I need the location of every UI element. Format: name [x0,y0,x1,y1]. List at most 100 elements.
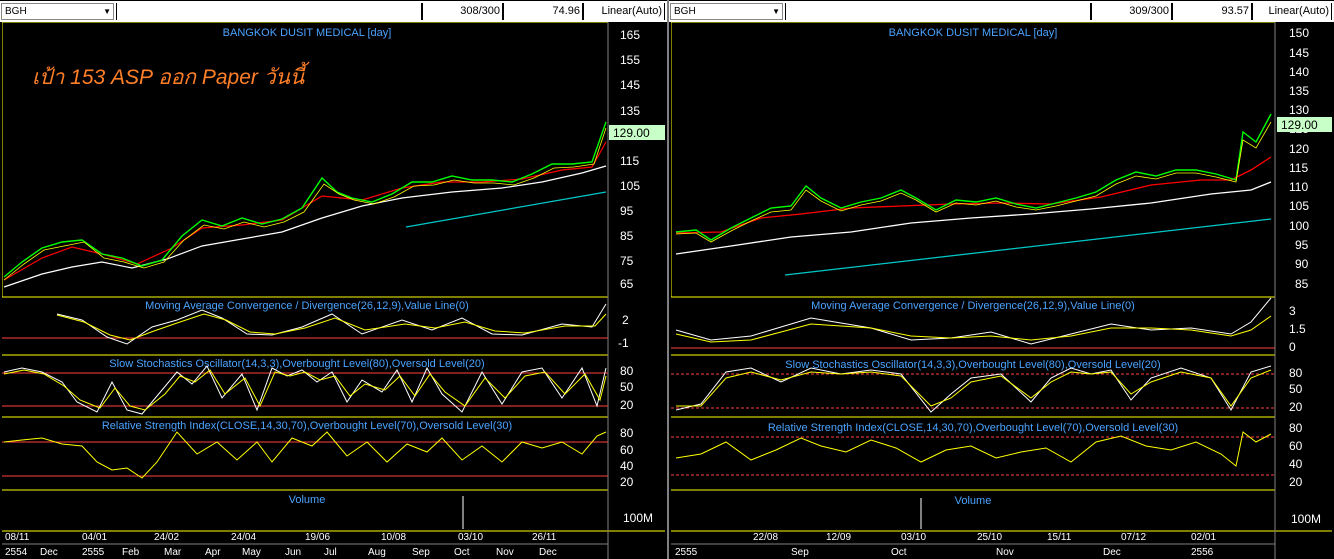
rsi-tick: 20 [620,475,634,489]
macd-title: Moving Average Convergence / Divergence(… [811,300,1135,312]
last-price-marker [609,125,665,140]
cursor-value: 93.57 [1172,3,1252,20]
date-tick: 25/10 [977,532,1002,543]
stoch-d-line [3,369,607,411]
date-tick: May [242,547,261,558]
macd-tick: 2 [622,313,629,327]
main-chart-title: BANGKOK DUSIT MEDICAL [day] [889,27,1058,39]
macd-tick: -1 [618,336,629,350]
chart-area-right[interactable]: BANGKOK DUSIT MEDICAL [day] 150 145 140 … [671,22,1332,559]
main-chart-title: BANGKOK DUSIT MEDICAL [day] [223,27,392,39]
date-tick: Dec [539,547,557,558]
chart-pane-right: BGH ▼ 309/300 93.57 Linear(Auto) BANGKOK … [669,0,1334,559]
date-tick: 2556 [1191,547,1214,558]
volume-title: Volume [955,495,992,507]
ma-long-line [675,181,1272,255]
date-tick: 12/09 [826,532,851,543]
date-tick: Jun [285,547,301,558]
last-price-label: 129.00 [1281,118,1318,132]
stoch-tick: 80 [1289,366,1303,380]
chevron-down-icon: ▼ [103,7,111,16]
macd-signal-line [56,313,607,341]
macd-signal-line [675,315,1272,343]
date-tick: Sep [412,547,430,558]
symbol-dropdown[interactable]: BGH ▼ [670,3,783,20]
rsi-tick: 80 [620,426,634,440]
last-price-marker [1277,117,1332,132]
chart-pane-left: BGH ▼ 308/300 74.96 Linear(Auto) BANGKOK … [0,0,667,559]
price-axis: 150 145 140 135 130 125 120 115 110 105 … [1289,26,1309,291]
price-tick: 120 [1289,142,1309,156]
date-tick: Jul [324,547,337,558]
price-tick: 95 [1295,238,1309,252]
toolbar-blank [785,3,1091,20]
price-tick: 95 [620,204,634,218]
date-tick: 10/08 [381,532,406,543]
price-tick: 90 [1295,257,1309,271]
toolbar-right: BGH ▼ 309/300 93.57 Linear(Auto) [669,1,1334,22]
ma-mid-line [675,156,1272,234]
rsi-title: Relative Strength Index(CLOSE,14,30,70),… [768,422,1178,434]
date-tick: 03/10 [458,532,483,543]
macd-tick: 1.5 [1289,322,1306,336]
date-tick: Nov [996,547,1014,558]
toolbar-blank [116,3,422,20]
rsi-title: Relative Strength Index(CLOSE,14,30,70),… [102,420,512,432]
volume-tick: 100M [623,511,653,525]
price-tick: 145 [1289,46,1309,60]
stoch-k-line [675,365,1272,413]
stoch-k-line [3,365,607,415]
macd-tick: 3 [1289,304,1296,318]
date-tick: 03/10 [901,532,926,543]
price-tick: 65 [620,277,634,291]
price-line [675,113,1272,241]
price-tick: 145 [620,78,640,92]
annotation-text: เป้า 153 ASP ออก Paper วันนี้ [32,61,310,89]
date-tick: Dec [40,547,58,558]
date-tick: 08/11 [5,532,30,543]
scale-mode[interactable]: Linear(Auto) [583,3,665,20]
stoch-title: Slow Stochastics Oscillator(14,3,3),Over… [109,358,484,370]
date-tick: 22/08 [753,532,778,543]
date-tick: 07/12 [1121,532,1146,543]
rsi-line [3,431,607,479]
price-tick: 115 [620,154,639,168]
date-tick: 24/04 [231,532,256,543]
rsi-tick: 20 [1289,475,1303,489]
scale-mode[interactable]: Linear(Auto) [1252,3,1332,20]
trend-line [405,191,607,228]
date-tick: Sep [791,547,809,558]
date-tick: 04/01 [82,532,107,543]
date-tick: 24/02 [154,532,179,543]
rsi-line [675,431,1272,467]
chart-area-left[interactable]: BANGKOK DUSIT MEDICAL [day] เป้า 153 ASP… [2,22,665,559]
date-tick: Aug [368,547,386,558]
date-tick: Dec [1103,547,1121,558]
stoch-tick: 20 [620,398,634,412]
price-tick: 165 [620,28,640,42]
price-tick: 85 [620,229,634,243]
price-tick: 105 [1289,199,1309,213]
symbol-dropdown[interactable]: BGH ▼ [1,3,114,20]
date-tick: 2555 [675,547,698,558]
rsi-tick: 60 [620,443,634,457]
price-tick: 85 [1295,277,1309,291]
date-tick: 26/11 [532,532,557,543]
stoch-tick: 80 [620,364,634,378]
date-tick: 19/06 [305,532,330,543]
price-tick: 150 [1289,26,1309,40]
price-tick: 110 [1289,180,1308,194]
price-tick: 155 [620,53,640,67]
symbol-label: BGH [674,6,696,17]
date-tick: Apr [205,547,221,558]
price-tick: 100 [1289,219,1309,233]
volume-tick: 100M [1291,512,1321,526]
date-tick: Oct [891,547,907,558]
chevron-down-icon: ▼ [772,7,780,16]
rsi-tick: 80 [1289,421,1303,435]
date-tick: Oct [454,547,470,558]
rsi-tick: 60 [1289,439,1303,453]
price-tick: 135 [620,104,640,118]
date-tick: 2555 [82,547,105,558]
bar-count: 308/300 [422,3,503,20]
